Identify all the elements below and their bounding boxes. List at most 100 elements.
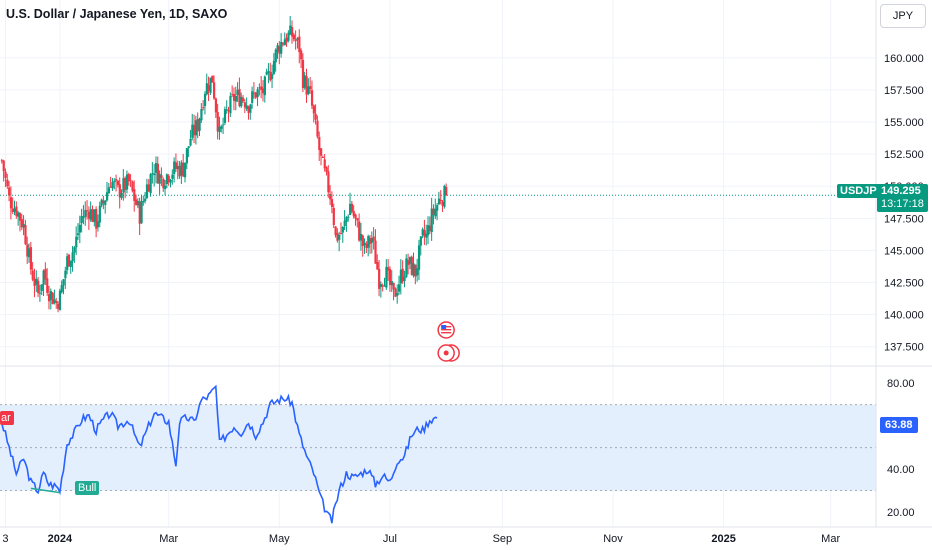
- candle-body: [89, 209, 92, 220]
- candle-body: [113, 180, 116, 182]
- candle-body: [64, 270, 67, 279]
- candle-body: [100, 199, 103, 206]
- bear-divergence-badge[interactable]: ar: [0, 411, 14, 425]
- currency-button[interactable]: JPY: [880, 4, 926, 28]
- candle-body: [11, 208, 14, 212]
- time-tick-label: Sep: [493, 533, 513, 545]
- rsi-value-badge: 63.88: [880, 417, 918, 433]
- candle-body: [323, 159, 326, 169]
- candle-body: [365, 243, 368, 249]
- candle-body: [75, 236, 78, 248]
- candle-body: [414, 264, 417, 277]
- candle-body: [271, 73, 274, 79]
- bull-divergence-line: [30, 487, 60, 494]
- price-tick-label: 140.000: [884, 310, 924, 322]
- candle-body: [53, 299, 56, 303]
- candle-body: [339, 233, 343, 235]
- candle-body: [305, 76, 308, 95]
- candle-body: [296, 38, 299, 41]
- candle-body: [211, 75, 214, 83]
- candle-body: [13, 208, 16, 212]
- event-markers: [437, 321, 460, 362]
- candle-body: [327, 171, 330, 193]
- candle-body: [383, 285, 386, 287]
- candle-body: [283, 39, 286, 46]
- candle-body: [73, 247, 76, 253]
- candle-body: [445, 187, 448, 196]
- candle-body: [343, 220, 346, 226]
- candle-body: [236, 90, 239, 96]
- candle-body: [430, 208, 433, 233]
- candle-body: [234, 96, 237, 102]
- candle-body: [291, 27, 294, 37]
- candle-body: [191, 124, 194, 138]
- candle-body: [111, 181, 114, 189]
- candle-body: [227, 110, 230, 112]
- candle-body: [80, 216, 83, 223]
- candle-body: [200, 109, 203, 121]
- candle-body: [314, 113, 317, 120]
- candle-body: [218, 126, 221, 133]
- candle-body: [154, 163, 158, 173]
- last-price-badge: 149.295 13:17:18: [877, 184, 928, 212]
- candle-body: [316, 120, 319, 137]
- candle-body: [104, 200, 107, 206]
- candle-body: [310, 90, 314, 106]
- candle-body: [47, 294, 51, 302]
- candle-body: [220, 126, 223, 129]
- candle-body: [196, 119, 199, 132]
- economic-event-icon: [437, 344, 460, 362]
- candle-body: [269, 71, 272, 81]
- candle-body: [428, 225, 432, 231]
- candle-body: [187, 146, 190, 149]
- candle-body: [38, 292, 42, 294]
- candle-body: [2, 160, 5, 172]
- candle-body: [416, 268, 419, 276]
- candle-body: [379, 284, 383, 288]
- candle-body: [169, 180, 172, 183]
- candle-body: [231, 94, 234, 96]
- candle-body: [258, 87, 261, 89]
- candle-body: [298, 36, 301, 53]
- candle-body: [82, 216, 85, 218]
- candle-body: [312, 105, 315, 114]
- candle-body: [329, 193, 332, 200]
- candle-body: [341, 226, 344, 233]
- candle-body: [78, 224, 82, 233]
- rsi-tick-label: 40.00: [887, 464, 915, 476]
- candle-body: [167, 175, 170, 182]
- candle-body: [60, 285, 63, 293]
- candle-body: [165, 174, 169, 184]
- candle-body: [263, 76, 266, 96]
- candle-body: [29, 247, 33, 270]
- price-tick-label: 142.500: [884, 278, 924, 290]
- candle-body: [216, 112, 219, 132]
- candle-body: [354, 214, 357, 219]
- candle-body: [42, 270, 45, 285]
- candle-body: [367, 236, 370, 248]
- time-tick-label: 2025: [711, 533, 735, 545]
- candle-body: [252, 92, 256, 94]
- candle-body: [358, 221, 361, 241]
- candle-body: [118, 184, 121, 198]
- bull-divergence-badge[interactable]: Bull: [75, 481, 100, 495]
- candle-body: [164, 185, 167, 190]
- candle-body: [69, 260, 72, 267]
- candle-body: [58, 290, 62, 311]
- candle-body: [51, 292, 54, 305]
- candle-body: [368, 238, 372, 244]
- candle-body: [62, 279, 65, 286]
- candle-body: [115, 179, 118, 181]
- candle-body: [287, 32, 290, 41]
- candle-body: [28, 248, 31, 258]
- candle-body: [202, 107, 205, 109]
- candle-body: [120, 192, 123, 198]
- candle-body: [67, 254, 71, 267]
- candle-body: [374, 240, 377, 264]
- candle-body: [330, 199, 334, 207]
- candle-body: [338, 234, 341, 240]
- time-tick-label: Mar: [159, 533, 178, 545]
- candle-body: [410, 256, 413, 275]
- candle-body: [160, 175, 163, 178]
